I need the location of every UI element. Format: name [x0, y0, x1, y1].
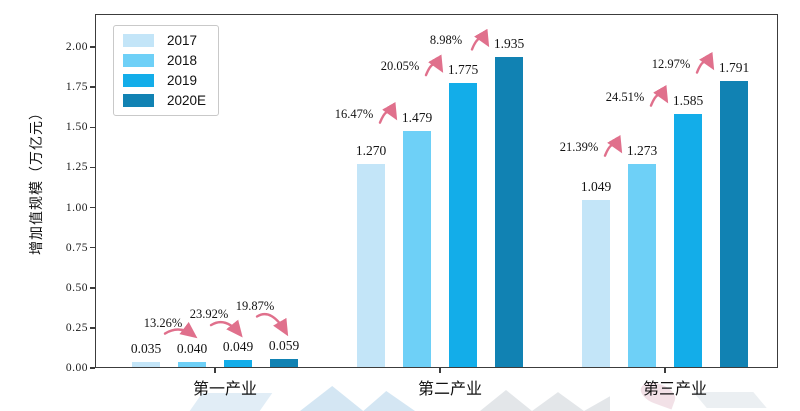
- bar-value-label: 1.935: [493, 36, 525, 52]
- bar-value-label: 1.049: [580, 178, 612, 194]
- growth-rate-label: 24.51%: [605, 89, 645, 104]
- x-axis-tick-mark: [214, 368, 216, 373]
- legend-swatch-2017: [123, 34, 154, 47]
- bar-value-label: 0.040: [176, 340, 208, 356]
- bar-2019-group-1: [224, 360, 252, 367]
- growth-rate-label: 16.47%: [334, 106, 374, 121]
- y-axis-tick-label: 0.00: [65, 362, 88, 374]
- bar-2017-group-3: [582, 199, 610, 367]
- growth-rate-label: 12.97%: [651, 56, 691, 71]
- y-axis-tick-label: 0.75: [65, 241, 88, 254]
- legend-swatch-2020e: [123, 94, 154, 107]
- bar-value-label: 1.791: [718, 59, 750, 75]
- x-axis-label: 第一产业: [192, 381, 257, 398]
- x-axis-label: 第三产业: [642, 381, 707, 398]
- y-axis-tick-mark: [90, 126, 95, 128]
- growth-rate-label: 21.39%: [559, 139, 599, 154]
- bar-value-label: 1.273: [626, 142, 658, 158]
- legend-label: 2019: [167, 73, 198, 88]
- bar-value-label: 1.479: [401, 109, 433, 125]
- growth-rate-label: 8.98%: [429, 33, 463, 48]
- y-axis-tick-label: 1.00: [65, 201, 88, 214]
- y-axis-tick-label: 1.25: [65, 161, 88, 174]
- growth-rate-label: 19.87%: [235, 298, 275, 313]
- bar-2020e-group-1: [270, 358, 298, 367]
- y-axis-tick-label: 1.50: [65, 121, 88, 134]
- x-axis-label: 第二产业: [417, 381, 482, 398]
- y-axis-tick-mark: [90, 287, 95, 289]
- x-axis-tick-mark: [664, 368, 666, 373]
- growth-rate-label: 23.92%: [189, 307, 229, 322]
- y-axis-tick-mark: [90, 367, 95, 369]
- bar-value-label: 0.049: [222, 339, 254, 355]
- legend-item: 2020E: [123, 93, 206, 108]
- legend-swatch-2019: [123, 74, 154, 87]
- legend-label: 2017: [167, 33, 198, 48]
- legend-item: 2017: [123, 33, 206, 48]
- bar-2017-group-2: [357, 164, 385, 367]
- bar-2017-group-1: [132, 362, 160, 367]
- plot-area: [95, 14, 778, 368]
- legend-swatch-2018: [123, 54, 154, 67]
- bar-value-label: 1.585: [672, 92, 704, 108]
- bar-2018-group-3: [628, 163, 656, 367]
- legend-label: 2018: [167, 53, 198, 68]
- bar-2018-group-2: [403, 130, 431, 367]
- bar-value-label: 1.775: [447, 62, 479, 78]
- bar-value-label: 0.035: [130, 341, 162, 357]
- legend-item: 2019: [123, 73, 206, 88]
- bar-2020e-group-3: [720, 80, 748, 367]
- bar-2020e-group-2: [495, 57, 523, 367]
- bar-2018-group-1: [178, 361, 206, 367]
- bar-value-label: 1.270: [355, 143, 387, 159]
- y-axis-tick-label: 0.25: [65, 321, 88, 334]
- growth-rate-label: 13.26%: [143, 315, 183, 330]
- y-axis-tick-mark: [90, 166, 95, 169]
- y-axis-tick-mark: [90, 327, 95, 329]
- legend-label: 2020E: [167, 93, 207, 108]
- legend: 2017 2018 2019 2020E: [113, 25, 220, 116]
- y-axis-tick-label: 1.75: [65, 81, 88, 94]
- y-axis-tick-mark: [90, 86, 95, 88]
- y-axis-tick-mark: [90, 206, 95, 209]
- y-axis-title: 增加值规模（万亿元）: [30, 105, 45, 255]
- y-axis-tick-mark: [90, 246, 95, 249]
- bar-2019-group-2: [449, 83, 477, 367]
- legend-item: 2018: [123, 53, 206, 68]
- bar-2019-group-3: [674, 113, 702, 367]
- y-axis-tick-label: 0.50: [65, 281, 88, 294]
- growth-rate-label: 20.05%: [380, 59, 420, 74]
- bar-value-label: 0.059: [268, 337, 300, 353]
- x-axis-tick-mark: [439, 368, 441, 373]
- y-axis-tick-label: 2.00: [65, 41, 88, 53]
- y-axis-tick-mark: [90, 46, 95, 48]
